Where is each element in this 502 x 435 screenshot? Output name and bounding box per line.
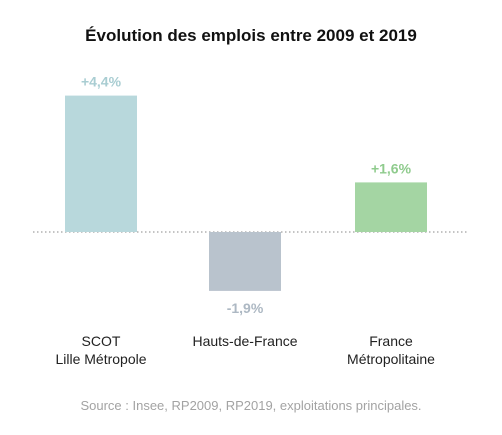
bar-value-label-1: +4,4% [81, 74, 122, 90]
bar-3 [355, 182, 427, 232]
chart-source: Source : Insee, RP2009, RP2019, exploita… [0, 398, 502, 413]
category-label-line: France [369, 333, 413, 349]
category-label-line: Lille Métropole [55, 351, 146, 367]
bar-value-label-2: -1,9% [227, 300, 264, 316]
category-label-line: Hauts-de-France [192, 333, 297, 349]
category-label-1: SCOT Lille Métropole [55, 333, 146, 367]
bar-value-label-3: +1,6% [371, 160, 412, 176]
bar-1 [65, 96, 137, 232]
category-label-3: France Métropolitaine [347, 333, 435, 367]
category-label-line: Métropolitaine [347, 351, 435, 367]
category-label-line: SCOT [82, 333, 121, 349]
category-label-2: Hauts-de-France [192, 333, 297, 349]
bar-2 [209, 232, 281, 291]
